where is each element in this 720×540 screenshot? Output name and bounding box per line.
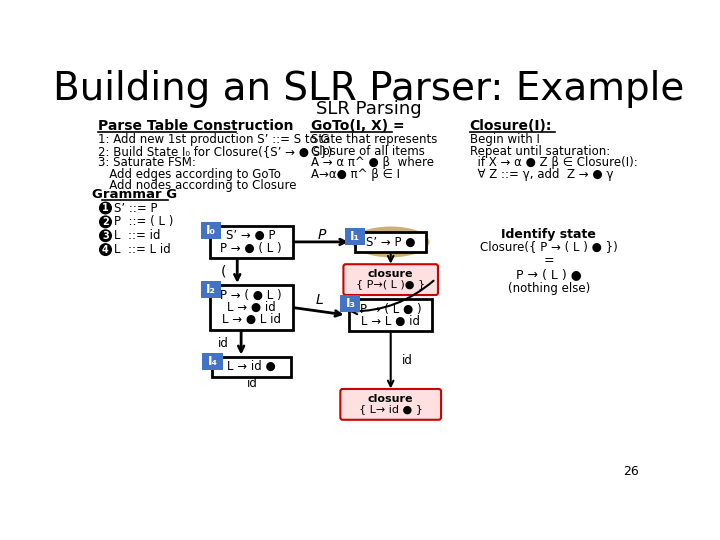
Text: Repeat until saturation:: Repeat until saturation: bbox=[469, 145, 610, 158]
Text: S’ ::= P: S’ ::= P bbox=[114, 201, 158, 214]
Text: P → ( ● L ): P → ( ● L ) bbox=[220, 288, 282, 301]
FancyBboxPatch shape bbox=[210, 285, 292, 330]
Text: I₀: I₀ bbox=[206, 224, 216, 237]
Text: P → ● ( L ): P → ● ( L ) bbox=[220, 241, 282, 254]
Ellipse shape bbox=[352, 226, 429, 257]
Text: I₄: I₄ bbox=[207, 355, 217, 368]
Text: ∀ Z ::= γ, add  Z → ● γ: ∀ Z ::= γ, add Z → ● γ bbox=[469, 167, 613, 181]
Text: I₂: I₂ bbox=[206, 283, 216, 296]
Text: I₃: I₃ bbox=[346, 297, 356, 310]
Text: L → L ● id: L → L ● id bbox=[361, 315, 420, 328]
Text: P → ( L ) ●: P → ( L ) ● bbox=[516, 268, 582, 281]
FancyBboxPatch shape bbox=[202, 353, 222, 370]
Text: Parse Table Construction: Parse Table Construction bbox=[98, 119, 293, 133]
Text: A → α π^ ● β  where: A → α π^ ● β where bbox=[311, 156, 434, 169]
Text: 1: Add new 1st production S’ ::= S to G: 1: Add new 1st production S’ ::= S to G bbox=[98, 133, 329, 146]
Text: L → ● L id: L → ● L id bbox=[222, 313, 281, 326]
Text: State that represents: State that represents bbox=[311, 133, 437, 146]
FancyBboxPatch shape bbox=[210, 226, 292, 258]
Text: Add edges according to GoTo: Add edges according to GoTo bbox=[98, 167, 281, 181]
Text: L: L bbox=[315, 293, 323, 307]
Text: S’ → ● P: S’ → ● P bbox=[227, 230, 276, 242]
Text: L  ::= id: L ::= id bbox=[114, 230, 161, 242]
Text: id: id bbox=[402, 354, 413, 367]
Circle shape bbox=[99, 216, 112, 228]
Text: P: P bbox=[317, 228, 325, 242]
Text: (: ( bbox=[220, 265, 226, 279]
FancyBboxPatch shape bbox=[343, 264, 438, 295]
Text: SLR Parsing: SLR Parsing bbox=[316, 100, 422, 118]
Text: 1: 1 bbox=[102, 203, 109, 213]
FancyBboxPatch shape bbox=[212, 356, 291, 377]
Text: ): ) bbox=[366, 276, 372, 289]
Text: id: id bbox=[247, 377, 258, 390]
FancyBboxPatch shape bbox=[355, 232, 426, 252]
Text: { P→( L )● }: { P→( L )● } bbox=[356, 279, 426, 289]
Text: Closure of all items: Closure of all items bbox=[311, 145, 425, 158]
Text: L → ● id: L → ● id bbox=[227, 301, 276, 314]
Text: id: id bbox=[218, 336, 229, 350]
Text: 2: 2 bbox=[102, 217, 109, 227]
Text: 3: Saturate FSM:: 3: Saturate FSM: bbox=[98, 156, 196, 169]
Circle shape bbox=[99, 244, 112, 255]
FancyBboxPatch shape bbox=[341, 389, 441, 420]
Text: Identify state: Identify state bbox=[501, 228, 596, 241]
Text: A→α● π^ β ∈ I: A→α● π^ β ∈ I bbox=[311, 167, 400, 181]
Text: L  ::= L id: L ::= L id bbox=[114, 243, 171, 256]
Text: P → ( L ● ): P → ( L ● ) bbox=[360, 302, 421, 315]
Text: Closure(I):: Closure(I): bbox=[469, 119, 552, 133]
FancyBboxPatch shape bbox=[201, 222, 221, 239]
Text: L → id ●: L → id ● bbox=[227, 360, 276, 373]
Text: =: = bbox=[544, 254, 554, 267]
Text: 4: 4 bbox=[102, 245, 109, 254]
FancyBboxPatch shape bbox=[345, 228, 365, 245]
Text: { L→ id ● }: { L→ id ● } bbox=[359, 404, 423, 414]
FancyBboxPatch shape bbox=[349, 299, 432, 331]
Text: Begin with I: Begin with I bbox=[469, 133, 539, 146]
FancyBboxPatch shape bbox=[341, 295, 361, 312]
Text: S’ → P ●: S’ → P ● bbox=[366, 235, 415, 248]
Text: Add nodes according to Closure: Add nodes according to Closure bbox=[98, 179, 296, 192]
Text: 26: 26 bbox=[623, 465, 639, 478]
Text: closure: closure bbox=[368, 394, 413, 404]
Circle shape bbox=[99, 202, 112, 214]
Text: 2: Build State I₀ for Closure({S’ → ● S}): 2: Build State I₀ for Closure({S’ → ● S}… bbox=[98, 145, 332, 158]
Text: (nothing else): (nothing else) bbox=[508, 281, 590, 295]
Text: 3: 3 bbox=[102, 231, 109, 241]
Text: I₁: I₁ bbox=[350, 230, 360, 243]
Circle shape bbox=[99, 230, 112, 241]
Text: GoTo(I, X) =: GoTo(I, X) = bbox=[311, 119, 405, 133]
Text: P  ::= ( L ): P ::= ( L ) bbox=[114, 215, 174, 228]
FancyBboxPatch shape bbox=[201, 281, 221, 298]
Text: Building an SLR Parser: Example: Building an SLR Parser: Example bbox=[53, 70, 685, 109]
Text: Closure({ P → ( L ) ● }): Closure({ P → ( L ) ● }) bbox=[480, 240, 618, 253]
Text: if X → α ● Z β ∈ Closure(I):: if X → α ● Z β ∈ Closure(I): bbox=[469, 156, 637, 169]
Text: closure: closure bbox=[368, 269, 413, 279]
Text: Grammar G: Grammar G bbox=[92, 188, 178, 201]
